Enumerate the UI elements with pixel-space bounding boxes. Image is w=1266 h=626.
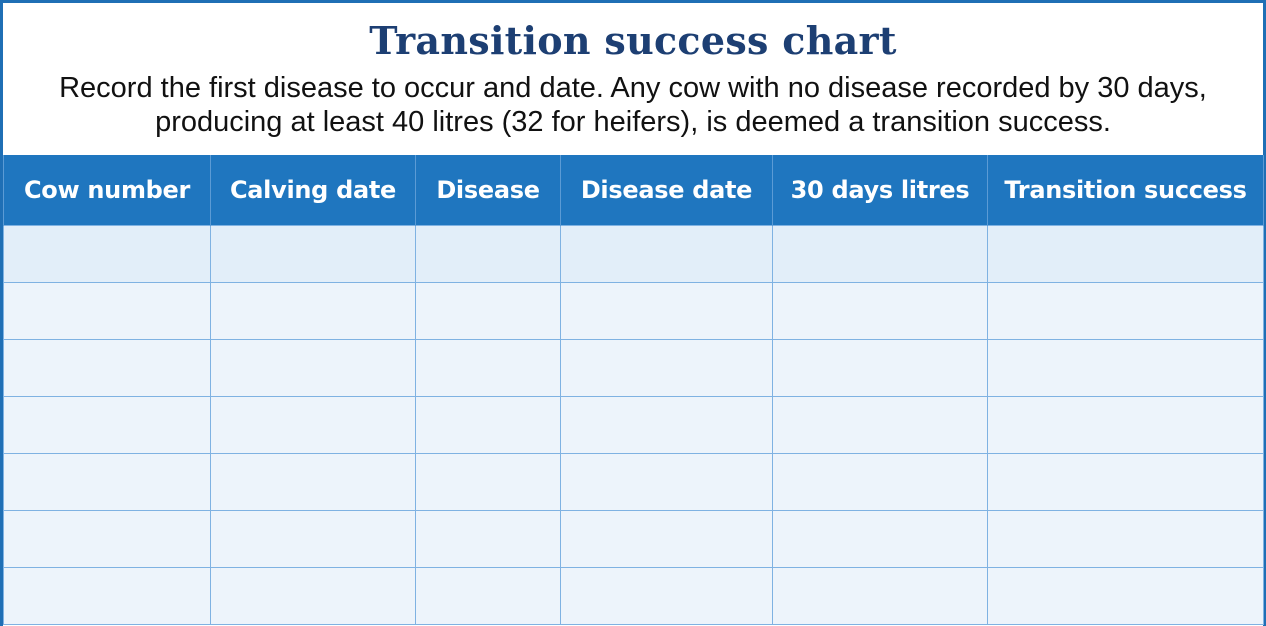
cell-cow-number[interactable] (3, 339, 211, 397)
cell-disease[interactable] (415, 567, 561, 625)
chart-heading: Transition success chart Record the firs… (3, 3, 1263, 155)
cell-disease[interactable] (415, 225, 561, 283)
cell-cow-number[interactable] (3, 453, 211, 511)
cell-disease-date[interactable] (560, 510, 773, 568)
table-row (3, 282, 1264, 340)
table-row (3, 453, 1264, 511)
cell-disease-date[interactable] (560, 339, 773, 397)
cell-disease[interactable] (415, 510, 561, 568)
cell-disease-date[interactable] (560, 282, 773, 340)
table-row (3, 396, 1264, 454)
cell-calving-date[interactable] (210, 225, 416, 283)
instructions-text: Record the first disease to occur and da… (59, 72, 1207, 138)
cell-calving-date[interactable] (210, 510, 416, 568)
column-header-disease: Disease (415, 155, 561, 226)
table-row (3, 510, 1264, 568)
table-header-row: Cow number Calving date Disease Disease … (3, 155, 1264, 226)
table-row (3, 339, 1264, 397)
cell-calving-date[interactable] (210, 282, 416, 340)
cell-disease-date[interactable] (560, 567, 773, 625)
cell-disease[interactable] (415, 453, 561, 511)
cell-transition-success[interactable] (987, 339, 1264, 397)
column-header-calving-date: Calving date (210, 155, 416, 226)
cell-disease-date[interactable] (560, 396, 773, 454)
cell-cow-number[interactable] (3, 282, 211, 340)
cell-calving-date[interactable] (210, 567, 416, 625)
cell-calving-date[interactable] (210, 396, 416, 454)
column-header-30-days-litres: 30 days litres (772, 155, 988, 226)
cell-cow-number[interactable] (3, 567, 211, 625)
cell-transition-success[interactable] (987, 396, 1264, 454)
cell-30-days-litres[interactable] (772, 339, 988, 397)
cell-30-days-litres[interactable] (772, 453, 988, 511)
cell-30-days-litres[interactable] (772, 396, 988, 454)
cell-disease-date[interactable] (560, 225, 773, 283)
cell-transition-success[interactable] (987, 225, 1264, 283)
table-row (3, 225, 1264, 283)
cell-30-days-litres[interactable] (772, 225, 988, 283)
cell-disease-date[interactable] (560, 453, 773, 511)
cell-disease[interactable] (415, 339, 561, 397)
cell-cow-number[interactable] (3, 510, 211, 568)
cell-cow-number[interactable] (3, 225, 211, 283)
column-header-transition-success: Transition success (987, 155, 1264, 226)
cell-calving-date[interactable] (210, 453, 416, 511)
cell-30-days-litres[interactable] (772, 282, 988, 340)
transition-success-table: Cow number Calving date Disease Disease … (3, 155, 1264, 625)
cell-cow-number[interactable] (3, 396, 211, 454)
cell-30-days-litres[interactable] (772, 510, 988, 568)
page-title: Transition success chart (369, 18, 897, 63)
cell-transition-success[interactable] (987, 510, 1264, 568)
cell-transition-success[interactable] (987, 453, 1264, 511)
table-row (3, 567, 1264, 625)
cell-transition-success[interactable] (987, 567, 1264, 625)
column-header-disease-date: Disease date (560, 155, 773, 226)
cell-disease[interactable] (415, 282, 561, 340)
cell-transition-success[interactable] (987, 282, 1264, 340)
column-header-cow-number: Cow number (3, 155, 211, 226)
cell-30-days-litres[interactable] (772, 567, 988, 625)
cell-disease[interactable] (415, 396, 561, 454)
cell-calving-date[interactable] (210, 339, 416, 397)
